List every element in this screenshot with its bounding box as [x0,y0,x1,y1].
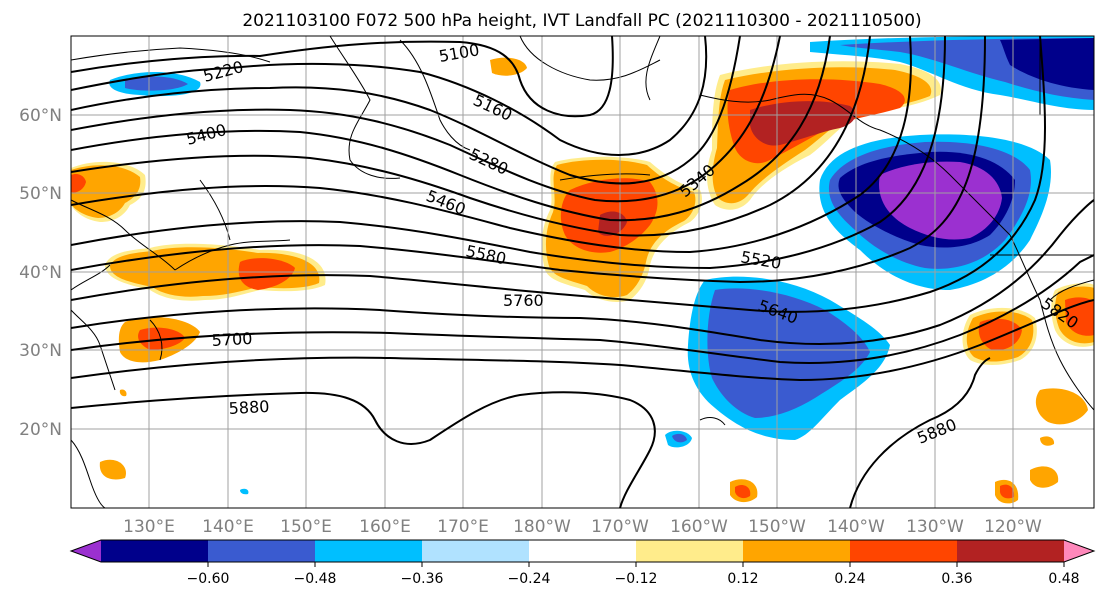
lat-label: 20°N [19,420,62,440]
colorbar-bin [208,540,316,562]
lon-label: 160°W [670,517,728,537]
latitude-labels: 60°N 50°N 40°N 30°N 20°N [19,106,62,440]
colorbar-bin [315,540,423,562]
colorbar-extend-min [71,540,101,562]
map-title: 2021103100 F072 500 hPa height, IVT Land… [242,11,921,31]
lon-label: 170°W [591,517,649,537]
gridlines [71,36,1094,508]
contour-label: 5880 [228,397,270,418]
colorbar-bin [850,540,958,562]
colorbar-bin [636,540,744,562]
colorbar-bin [529,540,637,562]
colorbar-tick-label: 0.12 [727,571,758,587]
lon-label: 180°W [513,517,571,537]
lat-label: 50°N [19,184,62,204]
map-panel: 5100 5160 5220 5280 5340 5400 5460 5520 … [71,36,1094,508]
colorbar-bin [957,540,1065,562]
colorbar-tick-label: −0.12 [615,571,658,587]
colorbar-bin [743,540,851,562]
map-frame [70,35,1095,509]
lon-label: 130°W [906,517,964,537]
colorbar-tick-label: −0.36 [401,571,444,587]
colorbar-bin [101,540,209,562]
lon-label: 150°W [748,517,806,537]
lon-label: 140°W [827,517,885,537]
lat-label: 40°N [19,263,62,283]
lon-label: 120°W [984,517,1042,537]
lon-label: 130°E [123,517,175,537]
colorbar-tick-label: −0.24 [508,571,551,587]
lon-label: 150°E [280,517,332,537]
lat-label: 60°N [19,106,62,126]
longitude-labels: 130°E 140°E 150°E 160°E 170°E 180°W 170°… [123,517,1042,537]
contour-label: 5760 [503,291,544,310]
lon-label: 140°E [202,517,254,537]
colorbar-tick-label: −0.60 [187,571,230,587]
colorbar-tick-label: 0.48 [1048,571,1079,587]
colorbar-tick-label: 0.24 [834,571,865,587]
colorbar-bin [422,540,530,562]
lon-label: 160°E [359,517,411,537]
colorbar-tick-label: −0.48 [294,571,337,587]
coastlines [71,36,1094,508]
height-contours [71,36,1094,508]
contour-label: 5700 [211,329,253,350]
colorbar-tick-label: 0.36 [941,571,972,587]
colorbar: −0.60 −0.48 −0.36 −0.24 −0.12 0.12 0.24 0.36 0.4… [69,539,1096,587]
colorbar-extend-max [1064,540,1094,562]
lon-label: 170°E [437,517,489,537]
lat-label: 30°N [19,341,62,361]
